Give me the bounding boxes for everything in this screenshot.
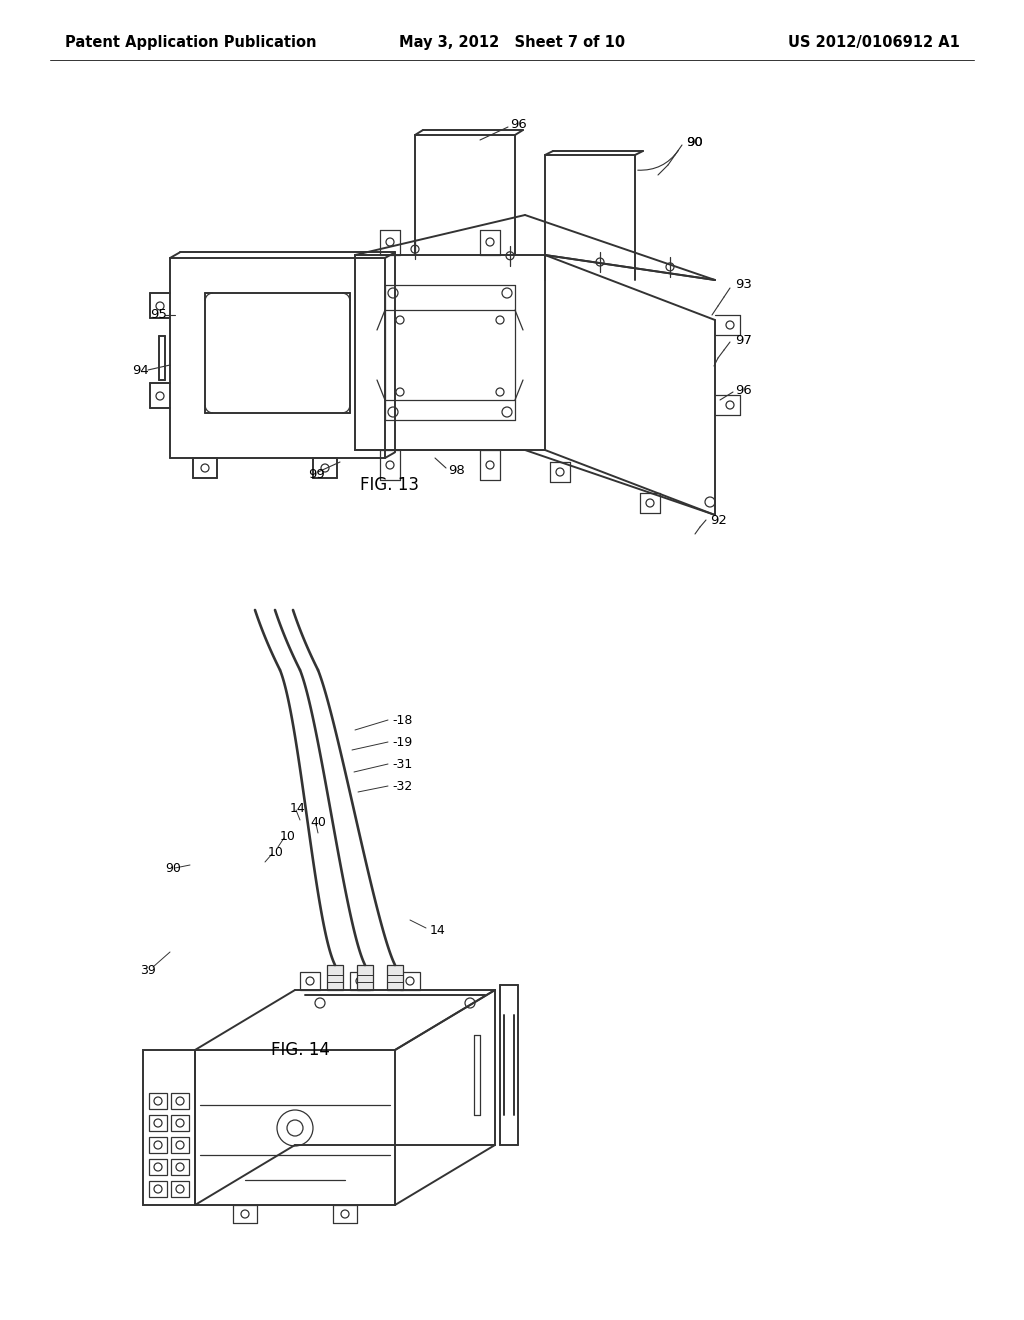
Text: Patent Application Publication: Patent Application Publication <box>65 34 316 49</box>
Bar <box>143 1049 195 1205</box>
Text: 95: 95 <box>150 309 167 322</box>
Text: -32: -32 <box>392 780 413 792</box>
Text: US 2012/0106912 A1: US 2012/0106912 A1 <box>788 34 961 49</box>
Text: May 3, 2012   Sheet 7 of 10: May 3, 2012 Sheet 7 of 10 <box>399 34 625 49</box>
Bar <box>171 1159 189 1175</box>
Bar <box>350 972 370 990</box>
Bar <box>387 965 403 990</box>
Bar <box>150 1093 167 1109</box>
Bar <box>327 965 343 990</box>
Bar <box>150 1137 167 1152</box>
Bar <box>150 1159 167 1175</box>
Bar <box>300 972 319 990</box>
Bar <box>400 972 420 990</box>
Text: 97: 97 <box>735 334 752 346</box>
Text: FIG. 14: FIG. 14 <box>270 1041 330 1059</box>
Bar <box>171 1137 189 1152</box>
Text: 10: 10 <box>280 829 296 842</box>
Text: 90: 90 <box>686 136 702 149</box>
Bar <box>171 1181 189 1197</box>
Text: -31: -31 <box>392 758 413 771</box>
Bar <box>150 1181 167 1197</box>
Text: 93: 93 <box>735 279 752 292</box>
Text: 90: 90 <box>165 862 181 874</box>
Text: 98: 98 <box>449 463 465 477</box>
Text: 99: 99 <box>308 469 325 482</box>
Text: 10: 10 <box>268 846 284 858</box>
Text: 92: 92 <box>710 513 727 527</box>
Text: FIG. 13: FIG. 13 <box>360 477 420 494</box>
Text: 94: 94 <box>132 363 148 376</box>
Text: 14: 14 <box>290 801 306 814</box>
Text: 14: 14 <box>430 924 445 936</box>
Text: 90: 90 <box>686 136 702 149</box>
Bar <box>171 1115 189 1131</box>
Text: 40: 40 <box>310 816 326 829</box>
Text: 39: 39 <box>140 964 156 977</box>
Bar <box>150 1115 167 1131</box>
Text: 96: 96 <box>510 119 526 132</box>
Text: -18: -18 <box>392 714 413 726</box>
Text: -19: -19 <box>392 735 413 748</box>
Bar <box>171 1093 189 1109</box>
Text: 96: 96 <box>735 384 752 396</box>
Bar <box>357 965 373 990</box>
